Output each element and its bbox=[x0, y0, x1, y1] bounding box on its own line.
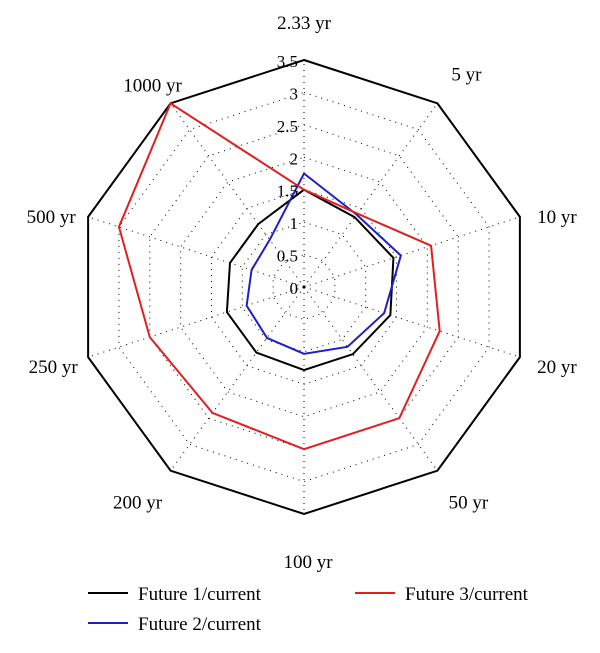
category-label-9: 500 yr bbox=[27, 207, 77, 228]
series-lines bbox=[117, 101, 441, 451]
grid-ring-3 bbox=[210, 189, 398, 385]
category-label-7: 200 yr bbox=[113, 493, 163, 514]
tick-label-2: 1 bbox=[290, 214, 299, 233]
grid-spoke-8 bbox=[87, 286, 305, 358]
grid-spoke-7 bbox=[170, 286, 305, 471]
legend-item-future-1: Future 1/current bbox=[88, 584, 262, 605]
legend-label-future-3: Future 3/current bbox=[405, 584, 529, 605]
grid-ring-2 bbox=[241, 221, 367, 353]
grid-spoke-3 bbox=[303, 216, 521, 288]
category-label-4: 20 yr bbox=[537, 357, 577, 378]
series-line-2 bbox=[245, 171, 402, 355]
tick-label-6: 3 bbox=[290, 84, 299, 103]
category-label-10: 1000 yr bbox=[123, 75, 182, 96]
tick-label-7: 3.5 bbox=[277, 52, 298, 71]
grid bbox=[87, 58, 521, 516]
legend-item-future-3: Future 3/current bbox=[355, 584, 529, 605]
category-label-2: 5 yr bbox=[451, 64, 482, 85]
category-label-3: 10 yr bbox=[537, 207, 577, 228]
tick-label-1: 0.5 bbox=[277, 247, 298, 266]
series-line-1 bbox=[225, 188, 395, 372]
grid-ring-6 bbox=[118, 91, 490, 483]
category-label-5: 50 yr bbox=[449, 493, 489, 514]
category-label-1: 2.33 yr bbox=[277, 13, 332, 34]
series-line-3 bbox=[117, 101, 441, 451]
radial-tick-labels: 0 0.5 1 1.5 2 2.5 3 3.5 bbox=[277, 52, 298, 298]
category-label-6: 100 yr bbox=[283, 552, 333, 573]
tick-label-0: 0 bbox=[290, 279, 299, 298]
legend-label-future-2: Future 2/current bbox=[138, 614, 262, 635]
legend-item-future-2: Future 2/current bbox=[88, 614, 262, 635]
tick-label-3: 1.5 bbox=[277, 182, 298, 201]
tick-label-5: 2.5 bbox=[277, 117, 298, 136]
grid-spoke-9 bbox=[87, 216, 305, 288]
legend: Future 1/current Future 2/current Future… bbox=[88, 584, 529, 635]
tick-label-4: 2 bbox=[290, 149, 299, 168]
outer-frame bbox=[87, 58, 521, 516]
center-point bbox=[302, 285, 306, 289]
category-label-8: 250 yr bbox=[29, 357, 79, 378]
grid-spoke-4 bbox=[303, 286, 521, 358]
grid-spoke-2 bbox=[303, 103, 438, 288]
legend-label-future-1: Future 1/current bbox=[138, 584, 262, 605]
